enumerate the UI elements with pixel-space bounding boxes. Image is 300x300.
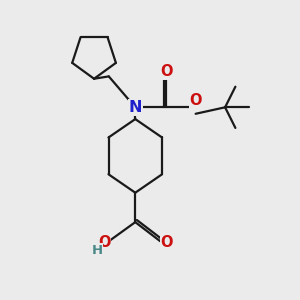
Text: O: O [160,235,173,250]
Text: O: O [189,93,202,108]
Text: H: H [92,244,103,256]
Text: O: O [98,235,111,250]
Text: O: O [160,64,172,79]
Text: N: N [128,100,142,115]
